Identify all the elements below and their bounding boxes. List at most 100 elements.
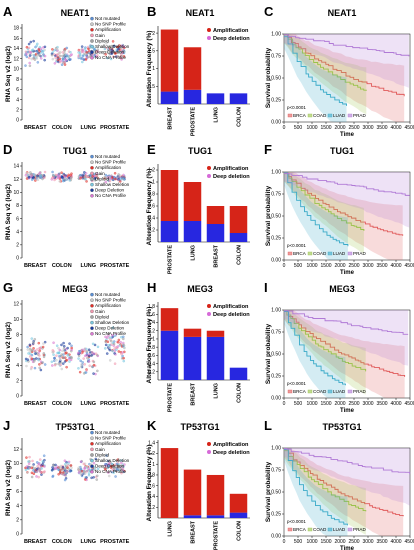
data-point	[62, 341, 65, 345]
legend-marker	[90, 309, 94, 314]
data-point	[57, 351, 61, 354]
bar-amplification	[160, 448, 179, 518]
data-point	[25, 45, 29, 49]
data-point	[58, 348, 62, 352]
data-point	[30, 174, 34, 177]
data-point	[81, 348, 84, 352]
points-breast	[24, 454, 46, 479]
x-category-label: LUNG	[168, 521, 174, 537]
data-point	[66, 354, 70, 357]
y-tick-label: 4	[16, 363, 19, 369]
x-tick-label: 500	[294, 263, 303, 269]
data-point	[91, 342, 95, 346]
data-point	[96, 345, 100, 349]
data-point	[92, 372, 95, 375]
y-tick-label: 0.50	[271, 352, 281, 358]
data-point	[108, 348, 112, 352]
data-point	[55, 358, 58, 362]
data-point	[61, 349, 64, 353]
legend-marker	[207, 450, 211, 454]
panel-letter: K	[147, 418, 157, 433]
data-point	[58, 470, 62, 474]
data-point	[70, 355, 73, 359]
data-point	[27, 462, 31, 465]
x-category-label: BREAST	[214, 244, 220, 267]
data-point	[57, 58, 60, 62]
legend-label: Amplification	[213, 442, 249, 448]
legend-label: Shallow Deletion	[95, 44, 130, 49]
x-tick-label: 2500	[348, 539, 359, 545]
data-point	[92, 360, 96, 364]
x-tick-label: 1500	[320, 539, 331, 545]
y-tick-label: 0.75	[271, 192, 281, 198]
data-point	[55, 354, 58, 357]
points-prostate	[103, 172, 126, 184]
data-point	[87, 55, 90, 59]
data-point	[28, 347, 32, 351]
data-point	[38, 458, 42, 461]
data-point	[38, 54, 41, 57]
data-point	[28, 64, 32, 68]
data-point	[69, 464, 73, 467]
data-point	[63, 459, 67, 462]
data-point	[96, 173, 99, 177]
data-point	[28, 343, 32, 347]
data-point	[27, 42, 31, 46]
data-point	[111, 326, 115, 329]
y-axis-label: Alteration Frequency (%)	[146, 307, 153, 384]
data-point	[118, 55, 122, 59]
x-tick-label: 3500	[376, 263, 387, 269]
data-point	[85, 51, 88, 54]
data-point	[90, 476, 93, 480]
y-axis-label: Survival probability	[265, 47, 272, 108]
data-point	[51, 350, 55, 354]
x-tick-label: 500	[294, 401, 303, 407]
legend-marker	[90, 182, 94, 187]
data-point	[115, 49, 119, 53]
legend-marker	[207, 36, 211, 40]
legend-marker	[90, 166, 94, 170]
data-point	[105, 352, 109, 355]
data-point	[116, 341, 120, 344]
data-point	[112, 175, 116, 179]
y-tick-label: 0.50	[271, 214, 281, 220]
y-axis-label: RNA Seq v2 (log2)	[5, 184, 12, 240]
data-point	[122, 337, 125, 341]
legend-label: Amplification	[213, 166, 249, 172]
legend-marker	[90, 442, 94, 446]
data-point	[70, 344, 73, 348]
legend-marker	[90, 33, 94, 38]
data-point	[28, 466, 32, 470]
legend-marker	[90, 154, 94, 159]
x-tick-label: 3000	[362, 539, 373, 545]
x-category-label: PROSTATE	[168, 245, 174, 274]
legend-label: No SNP Profile	[95, 22, 126, 27]
data-point	[37, 351, 41, 354]
x-category-label: LUNG	[214, 383, 220, 399]
alteration-legend: Amplification Deep deletion	[207, 304, 250, 318]
y-axis-label: Alteration Frequency (%)	[146, 169, 153, 246]
p-value-label: p<0.0001	[287, 105, 306, 110]
legend-label: Deep deletion	[213, 36, 250, 42]
data-point	[60, 353, 63, 356]
bar-amplification	[183, 182, 202, 221]
x-tick-label: 2000	[334, 263, 345, 269]
ci-band-luad	[284, 172, 348, 260]
data-point	[104, 463, 107, 466]
y-axis-label: Survival probability	[265, 185, 272, 246]
x-axis-label: Time	[340, 546, 355, 550]
data-point	[25, 52, 28, 56]
y-tick-label: 0	[16, 256, 19, 262]
data-point	[107, 471, 110, 474]
legend-label: Gain	[95, 309, 105, 314]
legend-label: COAD	[313, 251, 327, 256]
legend-label: No CNA Profile	[95, 469, 126, 474]
data-point	[40, 467, 43, 470]
y-tick-label: 12	[13, 56, 19, 62]
data-point	[28, 350, 32, 353]
y-tick-label: 0.2	[148, 505, 155, 511]
x-category-label: COLON	[52, 539, 72, 545]
x-category-label: PROSTATE	[100, 125, 129, 131]
